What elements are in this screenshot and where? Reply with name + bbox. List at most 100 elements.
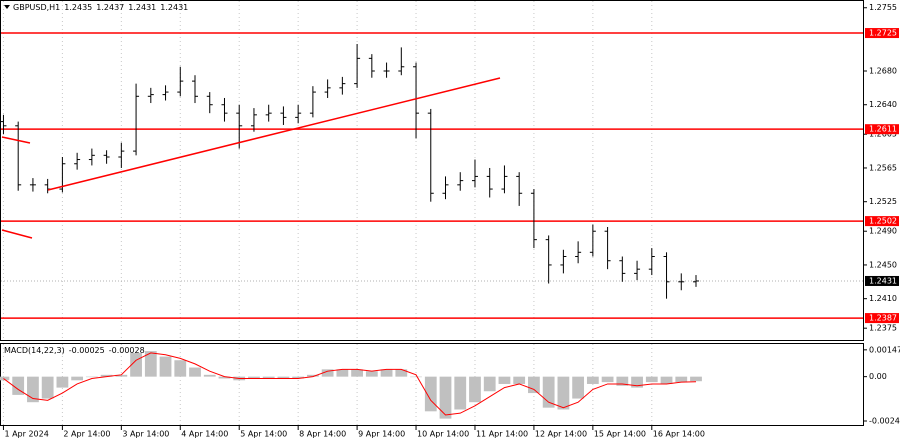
ohlc-value: 1.2431 [128,3,156,12]
histogram-bar [675,376,688,383]
y-tick-label: 1.2680 [869,66,897,75]
level-label: 1.2611 [869,125,897,134]
histogram-bar [528,376,540,394]
x-tick-label: 12 Apr 14:00 [535,430,587,439]
y-tick-label: 0.00 [869,372,887,381]
y-tick-label: 1.2605 [869,130,897,139]
current-price-bg [865,275,899,286]
symbol: GBPUSD,H1 [13,3,60,12]
histogram-bar [439,376,452,419]
histogram-bar [498,376,511,384]
ohlc-value: 1.2437 [96,3,124,12]
histogram-bar [395,369,408,377]
histogram-bar [218,376,231,379]
signal-line [3,352,697,416]
ohlc-value: 1.2431 [160,3,188,12]
histogram-bar [306,374,319,377]
histogram-bar [483,376,496,392]
x-tick-label: 5 Apr 14:00 [240,430,287,439]
histogram-bar [601,376,614,383]
level-label-bg [865,28,899,39]
indicator-value: -0.00028 [109,346,145,355]
histogram-bar [277,376,290,379]
histogram-bar [557,376,570,410]
histogram-bar [56,376,69,388]
histogram-bar [27,376,39,403]
trend-line [1,136,31,144]
histogram-bar [321,369,334,377]
histogram-bar [410,376,422,378]
y-tick-label: 1.2375 [869,324,897,333]
histogram-bar [115,374,128,377]
y-tick-label: 0.00147 [869,345,900,354]
indicator-name: MACD(14,22,3) [4,346,65,355]
macd-header: MACD(14,22,3) -0.00025 -0.00028 [4,346,145,355]
x-tick-label: 10 Apr 14:00 [417,430,469,439]
histogram-bar [631,376,643,388]
level-label: 1.2502 [869,217,897,226]
histogram-bar [41,376,54,399]
histogram-bar [469,376,481,403]
histogram-bar [85,376,98,378]
histogram-bar [0,376,10,381]
level-label: 1.2725 [869,29,897,38]
histogram-bar [586,376,599,384]
histogram-bar [189,367,201,377]
x-tick-label: 1 Apr 2024 [4,430,48,439]
histogram-bar [130,352,142,377]
x-tick-label: 2 Apr 14:00 [63,430,110,439]
histogram-bar [262,376,275,379]
histogram-bar [71,376,84,381]
level-label-bg [865,124,899,135]
histogram-bar [542,376,555,408]
histogram-bar [616,376,629,386]
x-tick-label: 11 Apr 14:00 [476,430,528,439]
histogram-bar [159,356,172,377]
y-tick-label: 1.2410 [869,294,897,303]
current-price-label: 1.2431 [869,276,897,285]
y-tick-label: 1.2490 [869,227,897,236]
histogram-bar [645,376,658,383]
histogram-bar [100,374,113,377]
histogram-bar [351,369,363,377]
x-tick-label: 8 Apr 14:00 [299,430,346,439]
level-label-bg [865,313,899,324]
histogram-bar [660,376,673,384]
histogram-bar [248,376,260,379]
histogram-bar [513,376,526,384]
histogram-bar [454,376,467,410]
histogram-bar [292,376,305,379]
x-tick-label: 15 Apr 14:00 [594,430,646,439]
y-tick-label: 1.2565 [869,163,897,172]
indicator-value: -0.00025 [69,346,105,355]
histogram-bar [12,376,25,395]
chart-header: GBPUSD,H1 1.2435 1.2437 1.2431 1.2431 [13,3,188,12]
histogram-bar [174,360,187,377]
y-tick-label: -0.00243 [869,416,900,425]
y-tick-label: 1.2640 [869,100,897,109]
trend-line [47,77,501,191]
histogram-bar [380,369,393,377]
x-tick-label: 9 Apr 14:00 [358,430,405,439]
level-label-bg [865,216,899,227]
menu-icon [4,5,10,9]
x-tick-label: 16 Apr 14:00 [653,430,705,439]
trend-line [1,229,33,239]
histogram-bar [203,374,216,377]
level-label: 1.2387 [869,314,897,323]
y-tick-label: 1.2450 [869,260,897,269]
histogram-bar [424,376,437,412]
histogram-bar [336,369,349,377]
x-tick-label: 4 Apr 14:00 [181,430,228,439]
histogram-bar [690,376,702,382]
y-tick-label: 1.2755 [869,3,897,12]
histogram-bar [572,376,585,399]
x-tick-label: 3 Apr 14:00 [122,430,169,439]
histogram-bar [365,371,378,377]
price-panel [0,0,864,341]
histogram-bar [144,351,157,377]
y-tick-label: 1.2525 [869,197,897,206]
